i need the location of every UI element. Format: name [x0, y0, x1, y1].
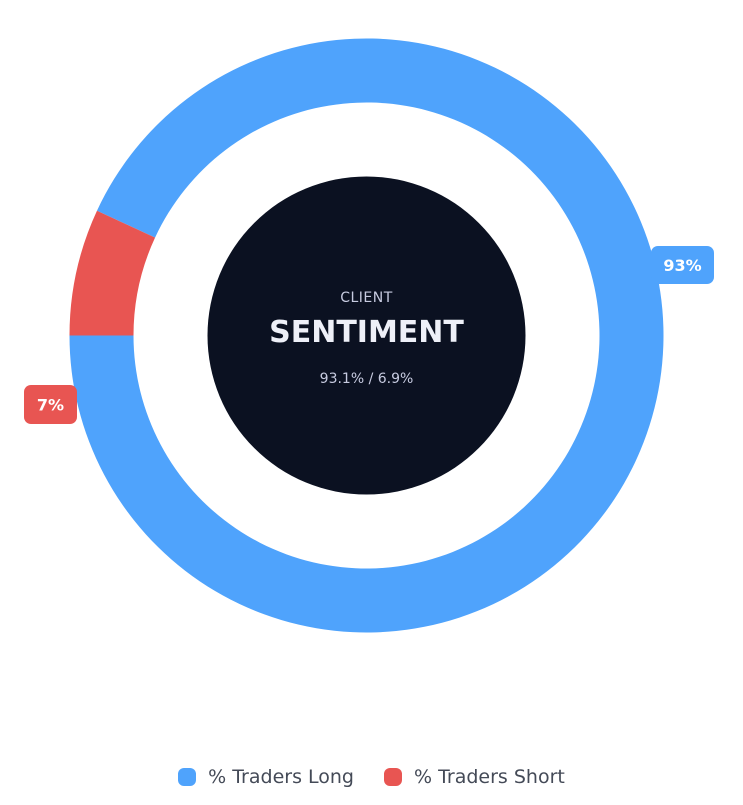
- legend-label-long: % Traders Long: [208, 766, 354, 788]
- legend-swatch-long: [178, 768, 197, 786]
- center-subtitle: 93.1% / 6.9%: [320, 371, 414, 387]
- center-label: CLIENT: [340, 290, 393, 306]
- legend-item-long[interactable]: % Traders Long: [178, 766, 354, 788]
- legend: % Traders Long % Traders Short: [0, 762, 743, 792]
- data-label-bg-short: [24, 385, 77, 424]
- center-disc: [207, 176, 526, 495]
- center-title: SENTIMENT: [269, 315, 464, 350]
- data-label-short: 7%: [37, 396, 64, 415]
- slice-short[interactable]: [69, 210, 156, 336]
- donut-slices: [69, 38, 664, 633]
- data-label-long: 93%: [663, 256, 701, 275]
- data-labels: 93% 7%: [24, 246, 714, 424]
- legend-swatch-short: [383, 768, 402, 786]
- legend-item-short[interactable]: % Traders Short: [383, 766, 565, 788]
- legend-label-short: % Traders Short: [413, 766, 565, 788]
- data-label-bg-long: [651, 246, 714, 284]
